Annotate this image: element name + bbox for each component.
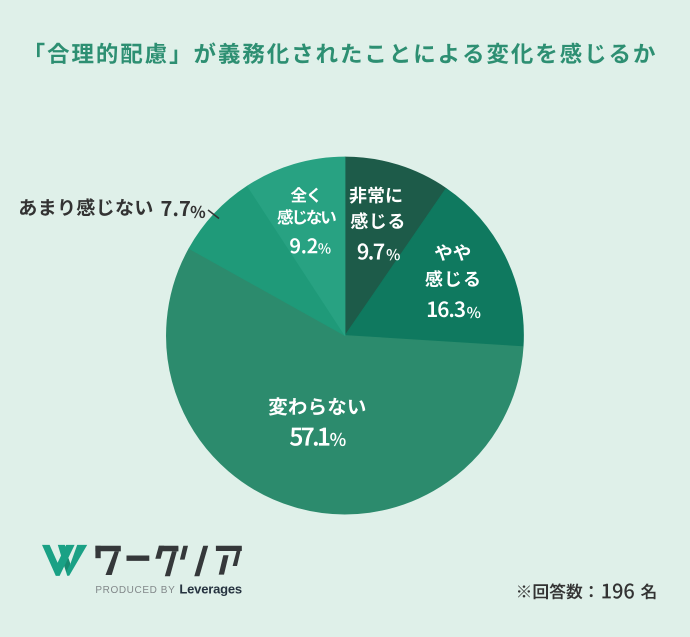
- svg-text:PRODUCED BY: PRODUCED BY: [95, 585, 175, 596]
- svg-text:Leverages: Leverages: [179, 582, 242, 597]
